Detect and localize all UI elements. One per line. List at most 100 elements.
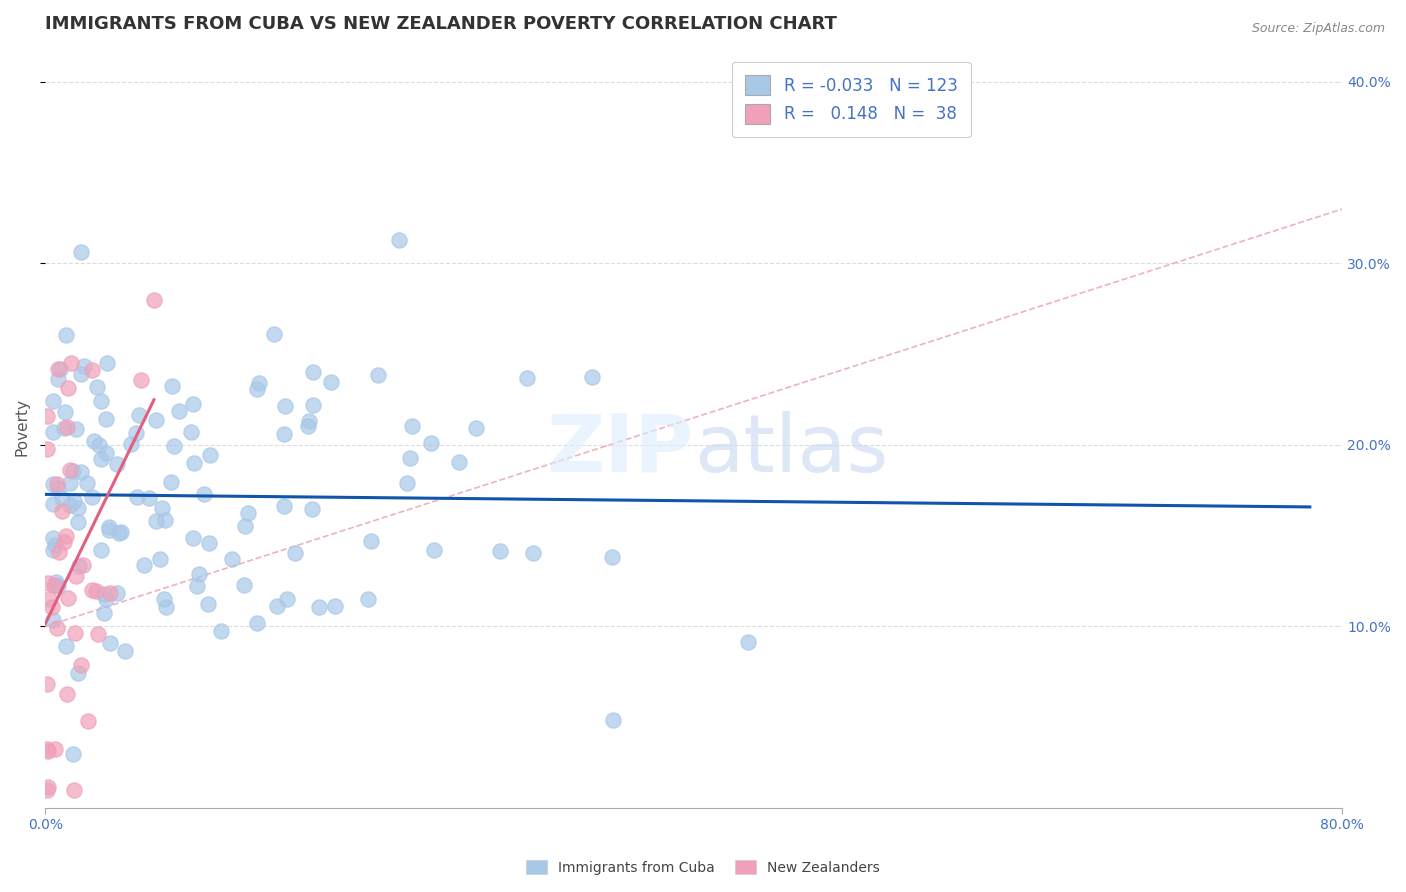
- Point: [298, 414, 321, 428]
- Point: [77, 714, 100, 729]
- Point: [90, 451, 112, 466]
- Point: [153, 513, 176, 527]
- Text: atlas: atlas: [693, 410, 889, 489]
- Point: [52, 421, 75, 435]
- Point: [44, 578, 66, 592]
- Point: [42, 531, 65, 545]
- Point: [56, 687, 79, 701]
- Point: [45, 578, 67, 592]
- Point: [197, 598, 219, 612]
- Point: [59, 476, 82, 491]
- Point: [155, 599, 177, 614]
- Point: [180, 425, 202, 439]
- Point: [236, 506, 259, 520]
- Point: [125, 426, 148, 441]
- Point: [145, 514, 167, 528]
- Point: [45, 476, 67, 491]
- Text: IMMIGRANTS FROM CUBA VS NEW ZEALANDER POVERTY CORRELATION CHART: IMMIGRANTS FROM CUBA VS NEW ZEALANDER PO…: [45, 15, 837, 33]
- Point: [76, 475, 98, 490]
- Point: [233, 519, 256, 533]
- Point: [356, 591, 378, 606]
- Legend: Immigrants from Cuba, New Zealanders: Immigrants from Cuba, New Zealanders: [520, 855, 886, 880]
- Point: [284, 546, 307, 560]
- Point: [108, 525, 131, 540]
- Point: [93, 607, 115, 621]
- Point: [51, 504, 73, 518]
- Point: [62, 782, 84, 797]
- Point: [94, 446, 117, 460]
- Point: [42, 543, 65, 558]
- Point: [41, 599, 63, 614]
- Point: [55, 529, 77, 543]
- Point: [65, 569, 87, 583]
- Point: [198, 536, 221, 550]
- Point: [46, 579, 69, 593]
- Point: [90, 393, 112, 408]
- Point: [321, 375, 343, 389]
- Point: [44, 538, 66, 552]
- Point: [120, 437, 142, 451]
- Point: [98, 520, 121, 534]
- Point: [62, 464, 84, 478]
- Point: [247, 376, 270, 390]
- Point: [209, 624, 232, 639]
- Point: [37, 780, 59, 795]
- Point: [83, 434, 105, 449]
- Point: [193, 487, 215, 501]
- Point: [395, 475, 418, 490]
- Point: [42, 497, 65, 511]
- Point: [388, 233, 411, 247]
- Point: [273, 500, 295, 514]
- Point: [129, 373, 152, 387]
- Point: [153, 592, 176, 607]
- Point: [273, 426, 295, 441]
- Point: [51, 491, 73, 505]
- Point: [737, 635, 759, 649]
- Point: [323, 599, 346, 613]
- Point: [183, 456, 205, 470]
- Point: [266, 599, 288, 614]
- Point: [46, 362, 69, 376]
- Point: [42, 476, 65, 491]
- Point: [186, 579, 208, 593]
- Point: [86, 380, 108, 394]
- Point: [263, 327, 285, 342]
- Point: [181, 531, 204, 545]
- Point: [489, 544, 512, 558]
- Legend: R = -0.033   N = 123, R =   0.148   N =  38: R = -0.033 N = 123, R = 0.148 N = 38: [733, 62, 970, 137]
- Point: [70, 465, 93, 479]
- Text: Source: ZipAtlas.com: Source: ZipAtlas.com: [1251, 22, 1385, 36]
- Point: [42, 393, 65, 408]
- Point: [233, 577, 256, 591]
- Point: [246, 382, 269, 396]
- Point: [35, 409, 58, 423]
- Point: [65, 421, 87, 435]
- Point: [96, 356, 118, 370]
- Point: [94, 411, 117, 425]
- Point: [145, 413, 167, 427]
- Point: [522, 546, 544, 560]
- Point: [70, 367, 93, 381]
- Point: [46, 372, 69, 386]
- Point: [90, 542, 112, 557]
- Point: [367, 368, 389, 382]
- Point: [464, 420, 486, 434]
- Point: [80, 583, 103, 598]
- Point: [246, 615, 269, 630]
- Point: [274, 399, 297, 413]
- Point: [35, 782, 58, 797]
- Point: [100, 636, 122, 650]
- Point: [138, 491, 160, 505]
- Point: [73, 359, 96, 373]
- Point: [125, 490, 148, 504]
- Point: [221, 551, 243, 566]
- Point: [301, 501, 323, 516]
- Point: [181, 397, 204, 411]
- Point: [198, 448, 221, 462]
- Point: [149, 552, 172, 566]
- Point: [56, 381, 79, 395]
- Point: [447, 455, 470, 469]
- Point: [87, 437, 110, 451]
- Point: [69, 245, 91, 260]
- Point: [72, 558, 94, 573]
